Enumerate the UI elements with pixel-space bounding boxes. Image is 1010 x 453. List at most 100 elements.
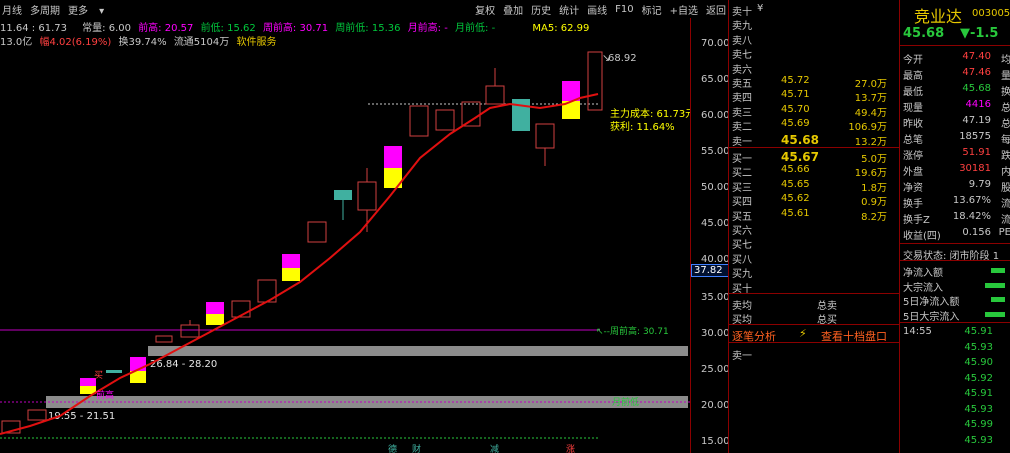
multi-period-button[interactable]: 多周期 — [30, 5, 60, 17]
stat-value: 4416 — [965, 99, 991, 110]
axis-tick: 30.00 — [701, 328, 730, 339]
stat-key: 净资 — [903, 183, 923, 194]
period-month-button[interactable]: 月线 — [2, 5, 22, 17]
sell-row[interactable]: 卖八 — [729, 32, 899, 47]
candle — [357, 181, 377, 211]
bottom-tag: 德 — [388, 443, 397, 453]
sell-row[interactable]: 卖六 — [729, 61, 899, 76]
buy-level-price: 45.62 — [781, 193, 810, 205]
sell-row[interactable]: 卖五 45.72 27.0万 — [729, 75, 899, 90]
candle — [535, 123, 555, 149]
buy-row[interactable]: 买四 45.62 0.9万 — [729, 193, 899, 209]
add-watchlist-button[interactable]: +自选 — [669, 5, 698, 17]
stat-value: 45.68 — [962, 83, 991, 94]
sell-row[interactable]: 卖七 — [729, 46, 899, 61]
buy-row[interactable]: 买二 45.66 19.6万 — [729, 164, 899, 179]
stat-key-2: 内 — [1001, 167, 1010, 178]
buy-row[interactable]: 买十 — [729, 280, 899, 295]
stock-change: ▼-1.5 — [960, 26, 999, 41]
sell-row[interactable]: 卖三 45.70 49.4万 — [729, 104, 899, 119]
tick-price: 45.91 — [964, 388, 993, 399]
sell-level-volume: 13.7万 — [854, 93, 887, 105]
info-week-low: 周前低: 15.36 — [335, 23, 401, 34]
kline-chart[interactable]: ↖--周前高: 30.71 26.84 - 28.20 19.55 - 21.5… — [0, 46, 690, 453]
candles-group — [1, 51, 603, 434]
buy-row[interactable]: 买六 — [729, 222, 899, 237]
sell-one-bottom-label: 卖一 — [732, 351, 752, 362]
draw-line-button[interactable]: 画线 — [587, 5, 608, 17]
total-buy-label: 总买 — [817, 315, 837, 326]
stat-value: 18575 — [959, 131, 991, 142]
axis-tick: 20.00 — [701, 400, 730, 411]
view-ten-level-button[interactable]: 查看十档盘口 — [821, 330, 887, 343]
overlay-button[interactable]: 叠加 — [503, 5, 524, 17]
sell-level-label: 卖六 — [732, 64, 752, 76]
buy-level-label: 买九 — [732, 269, 752, 281]
sell-row[interactable]: 卖一 45.68 13.2万 — [729, 132, 899, 148]
teal-candle — [334, 190, 352, 200]
flow-label: 5日大宗流入 — [903, 311, 960, 323]
buy-row[interactable]: 买七 — [729, 236, 899, 251]
buy-level-label: 买三 — [732, 182, 752, 194]
info-month-low: 月前低: - — [455, 23, 496, 34]
quote-panel: 竞业达 003005 45.68 ▼-1.5 今开 47.40 均最高 47.46 量最… — [899, 0, 1010, 453]
tick-row: 45.93 — [900, 435, 1010, 446]
sell-level-price: 45.68 — [781, 132, 819, 147]
stat-key-2: 跌 — [1001, 151, 1010, 162]
tick-analysis-button[interactable]: 逐笔分析 — [732, 330, 776, 343]
flow-row: 5日净流入额 — [900, 293, 1010, 308]
tick-price: 45.93 — [964, 403, 993, 415]
flow-row: 净流入额 — [900, 264, 1010, 279]
stat-key: 换手 — [903, 199, 923, 210]
buy-row[interactable]: 买九 — [729, 265, 899, 281]
mark-button[interactable]: 标记 — [641, 5, 662, 17]
current-price-tag: 37.82 — [691, 264, 729, 277]
adjust-button[interactable]: 复权 — [475, 5, 496, 17]
back-button[interactable]: 返回 — [706, 5, 726, 17]
volume-info-row: 13.0亿 幅4.02(6.19%) 换39.74% 流通5104万 软件服务 — [0, 33, 728, 48]
buy-level-volume: 0.9万 — [861, 197, 887, 209]
order-book-panel: ¥ 卖十 卖九 卖八 卖七 卖六 卖五 45.72 27.0万 卖四 45.71 13.7万 卖三 45… — [729, 0, 899, 453]
info-constant: 常量: 6.00 — [82, 23, 131, 34]
buy-level-volume: 1.8万 — [861, 182, 887, 194]
stat-value: 47.46 — [962, 67, 991, 78]
chart-toolbar: 月线 多周期 更多 ▾ 复权 叠加 历史 统计 画线 F10 标记 +自选 返回 — [0, 0, 728, 18]
buy-row[interactable]: 买三 45.65 1.8万 — [729, 179, 899, 194]
high-price-label: ↘68.92 — [602, 53, 637, 64]
buy-row[interactable]: 买五 45.61 8.2万 — [729, 208, 899, 223]
stat-key-2: 总 — [1001, 119, 1010, 130]
more-button[interactable]: 更多 ▾ — [68, 5, 105, 17]
flow-label: 大宗流入 — [903, 282, 943, 294]
signal-candle-bottom — [206, 314, 224, 325]
stat-value: 47.19 — [962, 115, 991, 126]
f10-button[interactable]: F10 — [615, 3, 634, 15]
tick-price: 45.92 — [964, 372, 993, 384]
panel-separator — [728, 0, 729, 453]
history-button[interactable]: 历史 — [531, 5, 552, 17]
stat-row: 换手Z 18.42% 流 — [900, 211, 1010, 226]
statistics-button[interactable]: 统计 — [559, 5, 580, 17]
candle — [461, 101, 481, 127]
ma-line — [0, 93, 599, 435]
buy-row[interactable]: 买八 — [729, 251, 899, 266]
buy-row[interactable]: 买一 45.67 5.0万 — [729, 150, 899, 165]
tick-row: 45.91 — [900, 388, 1010, 399]
info-week-high: 周前高: 30.71 — [262, 23, 329, 34]
sell-row[interactable]: 卖九 — [729, 17, 899, 32]
stat-key: 收益(四) — [903, 231, 941, 242]
signal-candles-group — [80, 81, 580, 394]
sell-row[interactable]: 卖二 45.69 106.9万 — [729, 118, 899, 133]
avg-sell-label: 卖均 — [732, 301, 752, 312]
price-axis: 70.00 65.00 60.00 55.00 50.00 45.00 40.0… — [690, 18, 730, 453]
tick-price: 45.99 — [964, 419, 993, 430]
quote-divider — [900, 45, 1010, 46]
sell-row[interactable]: 卖十 — [729, 3, 899, 18]
stat-value: 18.42% — [952, 211, 991, 222]
zone-lower-label: 19.55 - 21.51 — [48, 411, 115, 422]
tick-row: 14:55 45.91 — [900, 326, 1010, 337]
signal-candle-top — [206, 302, 224, 314]
sell-row[interactable]: 卖四 45.71 13.7万 — [729, 89, 899, 105]
info-prev-high: 前高: 20.57 — [138, 23, 194, 34]
stat-key-2: 每 — [1001, 135, 1010, 146]
stat-row: 换手 13.67% 流 — [900, 195, 1010, 210]
